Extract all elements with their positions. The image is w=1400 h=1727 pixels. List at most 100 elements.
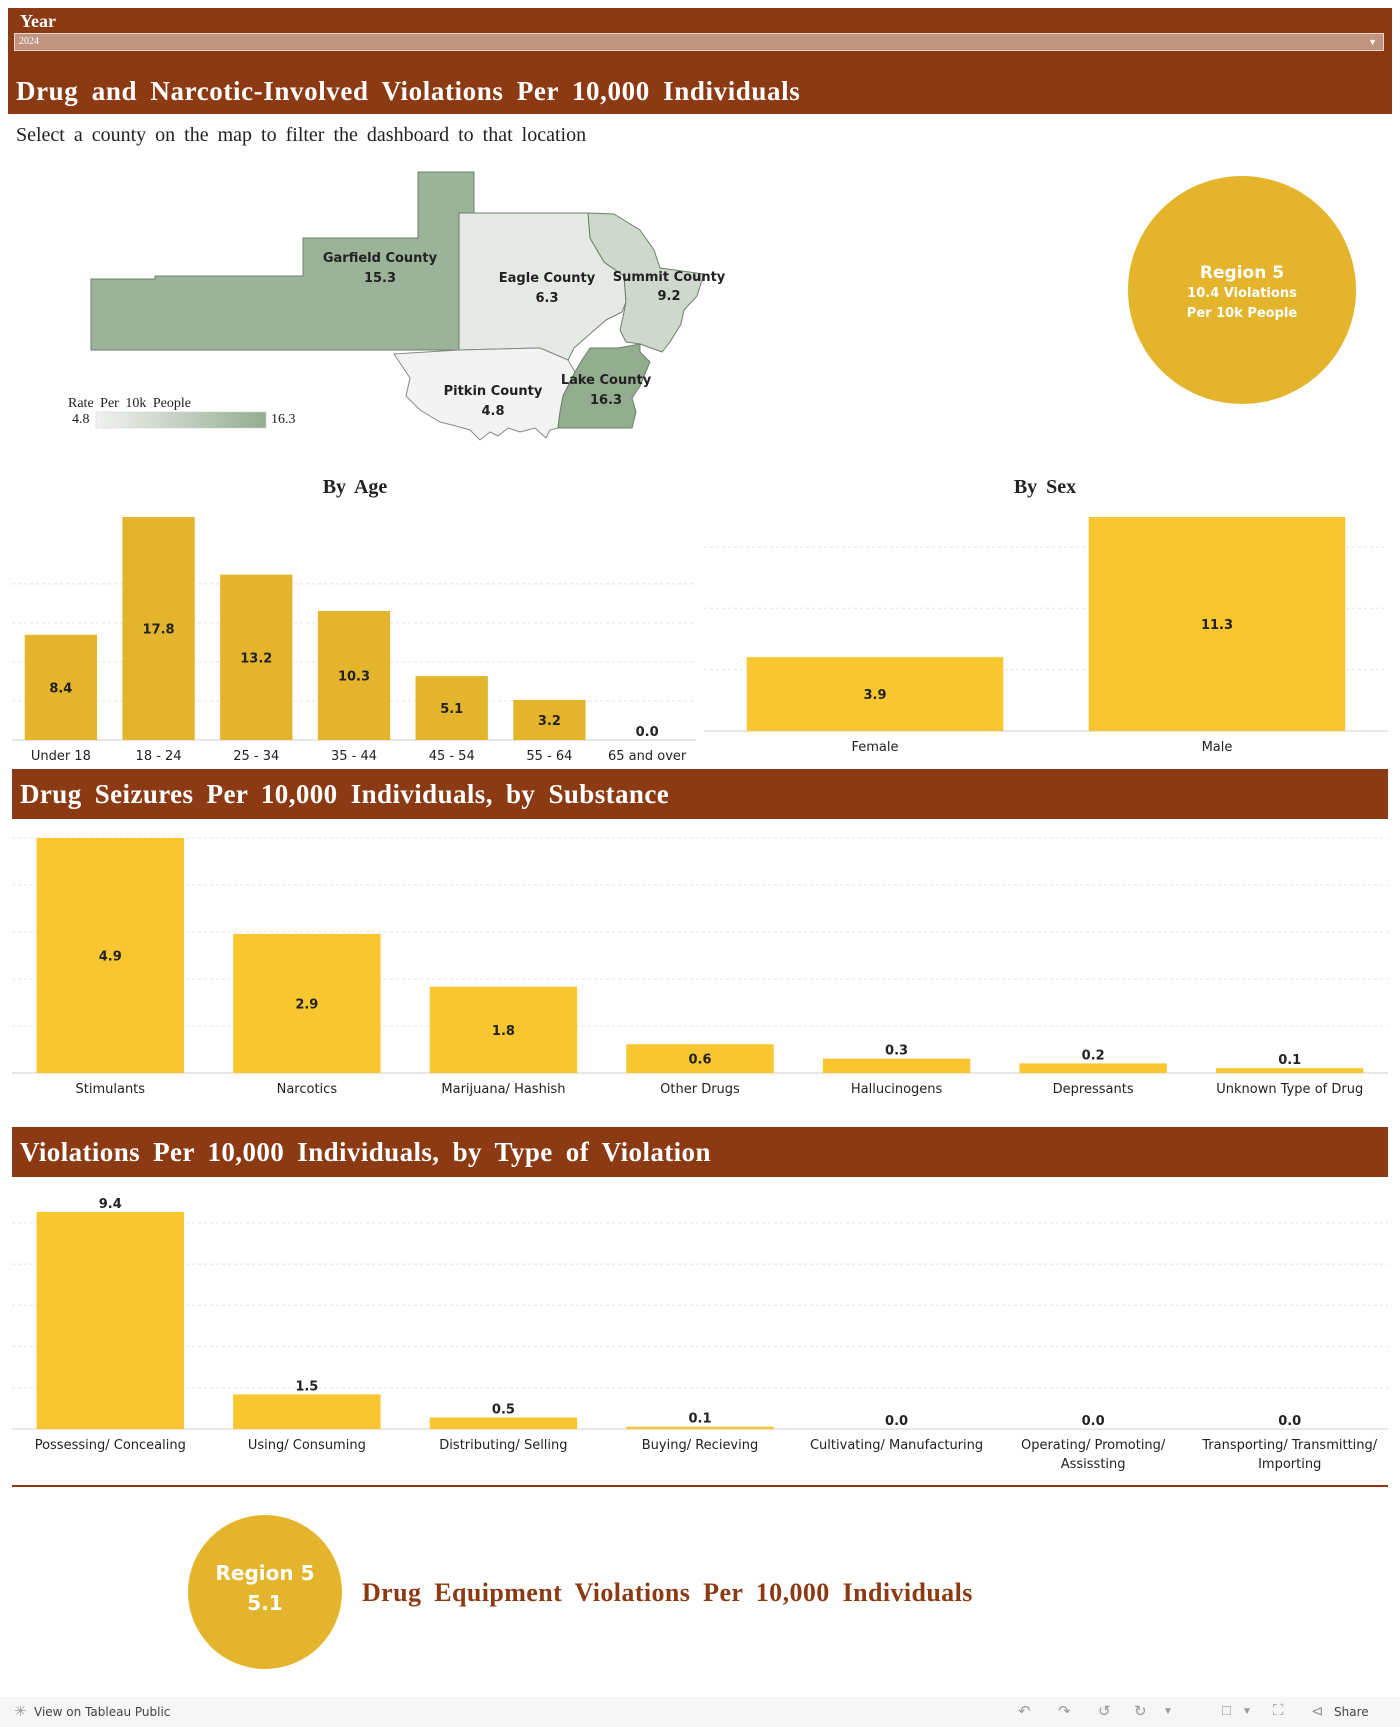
bar[interactable] [1216,1068,1364,1073]
refresh-dropdown-chevron-icon[interactable]: ▼ [1163,1706,1173,1717]
equipment-kpi-circle: Region 5 5.1 [188,1515,342,1669]
bar[interactable] [233,1394,381,1429]
refresh-icon[interactable]: ↻ [1134,1703,1147,1720]
county-value-garfield: 15.3 [364,271,396,286]
violation-type-bar-chart: 9.4 Possessing/ Concealing 1.5 Using/ Consu… [12,1197,1388,1472]
section-divider [12,1485,1388,1487]
header-band: Year 2024 ▼ Drug and Narcotic-Involved V… [8,8,1392,114]
county-label-pitkin: Pitkin County [444,384,543,399]
bar[interactable] [24,634,98,740]
category-label: 35 - 44 [331,749,377,764]
tableau-footer: ✳ View on Tableau Public ↶ ↷ ↺ ↻ ▼ □ ▼ ⛶… [0,1697,1400,1727]
data-label: 11.3 [1201,618,1233,633]
view-on-tableau-link[interactable]: View on Tableau Public [34,1705,171,1719]
data-label: 5.1 [440,702,463,717]
category-label: Operating/ Promoting/ [1021,1438,1166,1453]
category-label: Depressants [1053,1082,1134,1097]
category-label: Transporting/ Transmitting/ [1201,1438,1378,1453]
category-label: 65 and over [608,749,687,764]
category-label: Hallucinogens [851,1082,943,1097]
data-label: 13.2 [240,651,272,666]
data-label: 10.3 [338,669,370,684]
legend-max: 16.3 [271,412,296,427]
violation-section-title: Violations Per 10,000 Individuals, by Ty… [20,1137,711,1167]
region-kpi-name: Region 5 [1199,263,1285,283]
data-label: 0.0 [885,1414,908,1429]
bar[interactable] [429,1417,578,1429]
category-label: Male [1202,740,1233,755]
region-kpi-value: 10.4 Violations [1187,286,1297,301]
data-label: 1.5 [295,1379,318,1394]
device-dropdown-chevron-icon[interactable]: ▼ [1242,1706,1252,1717]
data-label: 0.0 [636,725,659,740]
county-value-summit: 9.2 [657,289,680,304]
category-label: Other Drugs [660,1082,740,1097]
page-title: Drug and Narcotic-Involved Violations Pe… [16,76,801,106]
legend-gradient-bar [95,411,267,429]
share-button[interactable]: Share [1334,1705,1369,1719]
bar[interactable] [1019,1063,1167,1073]
data-label: 0.3 [885,1044,908,1059]
violation-section-header: Violations Per 10,000 Individuals, by Ty… [12,1127,1388,1177]
lake-county[interactable] [557,343,651,429]
bar[interactable] [429,986,578,1073]
category-label: Under 18 [31,749,91,764]
category-label: Cultivating/ Manufacturing [810,1438,983,1453]
summit-county[interactable] [587,212,705,353]
category-label: 55 - 64 [526,749,572,764]
redo-icon[interactable]: ↷ [1058,1703,1071,1720]
chevron-down-icon: ▼ [1368,37,1377,47]
sex-bar-chart: 3.9 Female 11.3 Male [704,517,1388,755]
year-dropdown[interactable]: 2024 ▼ [14,33,1384,51]
bar[interactable] [626,1426,774,1429]
revert-icon[interactable]: ↺ [1098,1703,1111,1720]
category-label: Using/ Consuming [248,1438,366,1453]
bar[interactable] [1088,517,1346,731]
category-label: Buying/ Recieving [642,1438,758,1453]
tableau-logo-icon: ✳ [14,1703,27,1720]
category-label: Narcotics [277,1082,338,1097]
bar[interactable] [317,610,391,740]
data-label: 0.5 [492,1402,515,1417]
category-label: Stimulants [76,1082,146,1097]
category-label: Assissting [1061,1457,1126,1472]
data-label: 3.9 [863,688,886,703]
sex-chart-title: By Sex [1013,476,1077,498]
bar[interactable] [220,574,293,740]
equipment-kpi-value: 5.1 [247,1591,283,1615]
legend-min: 4.8 [72,412,90,427]
page-subtitle: Select a county on the map to filter the… [16,124,587,146]
data-label: 8.4 [49,681,72,696]
bar[interactable] [233,933,381,1073]
equipment-kpi-name: Region 5 [215,1561,315,1585]
equipment-title: Drug Equipment Violations Per 10,000 Ind… [362,1578,973,1607]
data-label: 0.0 [1278,1414,1301,1429]
pitkin-county[interactable] [393,347,576,441]
substance-bar-chart: 4.9 Stimulants 2.9 Narcotics 1.8 Marijuana/ H… [12,837,1388,1097]
data-label: 17.8 [143,623,175,638]
bar[interactable] [36,838,185,1073]
category-label: Importing [1258,1457,1321,1472]
bar[interactable] [822,1058,971,1073]
bar[interactable] [626,1044,774,1073]
category-label: Distributing/ Selling [439,1438,567,1453]
substance-section-header: Drug Seizures Per 10,000 Individuals, by… [12,769,1388,819]
age-chart-title: By Age [322,476,388,498]
bar[interactable] [513,699,586,740]
device-preview-icon[interactable]: □ [1222,1702,1232,1719]
bar[interactable] [122,517,195,740]
category-label: 25 - 34 [233,749,279,764]
county-value-lake: 16.3 [590,393,622,408]
data-label: 3.2 [538,714,561,729]
bar[interactable] [36,1212,185,1429]
data-label: 4.9 [99,950,122,965]
fullscreen-icon[interactable]: ⛶ [1273,1702,1284,1719]
age-bar-chart: 8.4 Under 18 17.8 18 - 24 13.2 25 - 34 10.3 35 … [12,517,696,764]
share-icon[interactable]: ⊲ [1311,1703,1324,1720]
bar[interactable] [746,657,1004,731]
county-label-summit: Summit County [613,270,726,285]
bar[interactable] [415,676,488,740]
undo-icon[interactable]: ↶ [1018,1703,1031,1720]
year-dropdown-value: 2024 [19,36,39,47]
category-label: Marijuana/ Hashish [441,1082,565,1097]
